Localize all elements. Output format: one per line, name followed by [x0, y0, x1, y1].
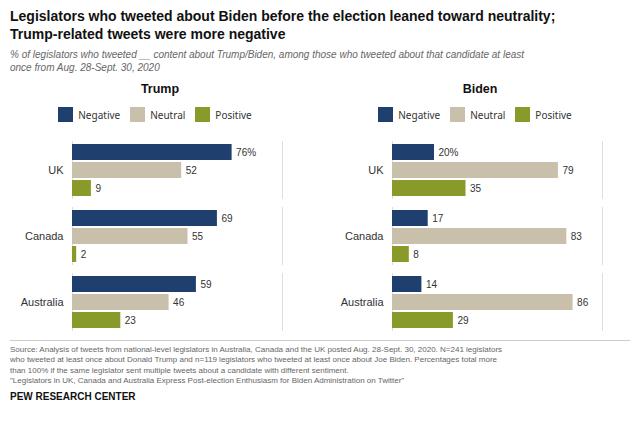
svg-text:46: 46: [173, 297, 185, 308]
html-text:Source: Analysis of tweets fro: Source: Analysis of tweets from national…: [10, 345, 503, 386]
svg-text:20%: 20%: [439, 147, 459, 158]
html-text:PEW RESEARCH CENTER: PEW RESEARCH CENTER: [10, 390, 136, 402]
svg-text:29: 29: [457, 315, 469, 326]
svg-text:69: 69: [221, 213, 233, 224]
svg-text:23: 23: [125, 315, 137, 326]
svg-text:8: 8: [413, 249, 419, 260]
svg-text:14: 14: [426, 279, 438, 290]
svg-text:UK: UK: [368, 164, 384, 176]
svg-text:52: 52: [186, 165, 198, 176]
html-text:Negative: Negative: [398, 107, 441, 122]
html-text:Negative: Negative: [78, 107, 121, 122]
svg-text:79: 79: [562, 165, 574, 176]
html-text:Positive: Positive: [215, 107, 252, 122]
svg-text:83: 83: [571, 231, 583, 242]
html-text:Trump: Trump: [140, 82, 180, 96]
html-text:Legislators who tweeted about: Legislators who tweeted about Biden befo…: [10, 8, 556, 42]
svg-text:86: 86: [577, 297, 589, 308]
svg-text:35: 35: [470, 183, 482, 194]
svg-text:2: 2: [81, 249, 87, 260]
svg-text:55: 55: [192, 231, 204, 242]
svg-text:17: 17: [432, 213, 444, 224]
html-text:Biden: Biden: [462, 82, 498, 96]
svg-text:Canada: Canada: [25, 230, 64, 242]
svg-text:76%: 76%: [236, 147, 256, 158]
svg-text:Australia: Australia: [21, 296, 65, 308]
html-text:Neutral: Neutral: [150, 107, 186, 122]
svg-text:9: 9: [95, 183, 101, 194]
svg-text:UK: UK: [48, 164, 64, 176]
html-text:Neutral: Neutral: [470, 107, 506, 122]
svg-text:59: 59: [200, 279, 212, 290]
svg-text:Australia: Australia: [341, 296, 385, 308]
svg-text:Canada: Canada: [345, 230, 384, 242]
html-text:Positive: Positive: [535, 107, 572, 122]
html-text:% of legislators who tweeted _: % of legislators who tweeted __ content …: [10, 49, 524, 73]
